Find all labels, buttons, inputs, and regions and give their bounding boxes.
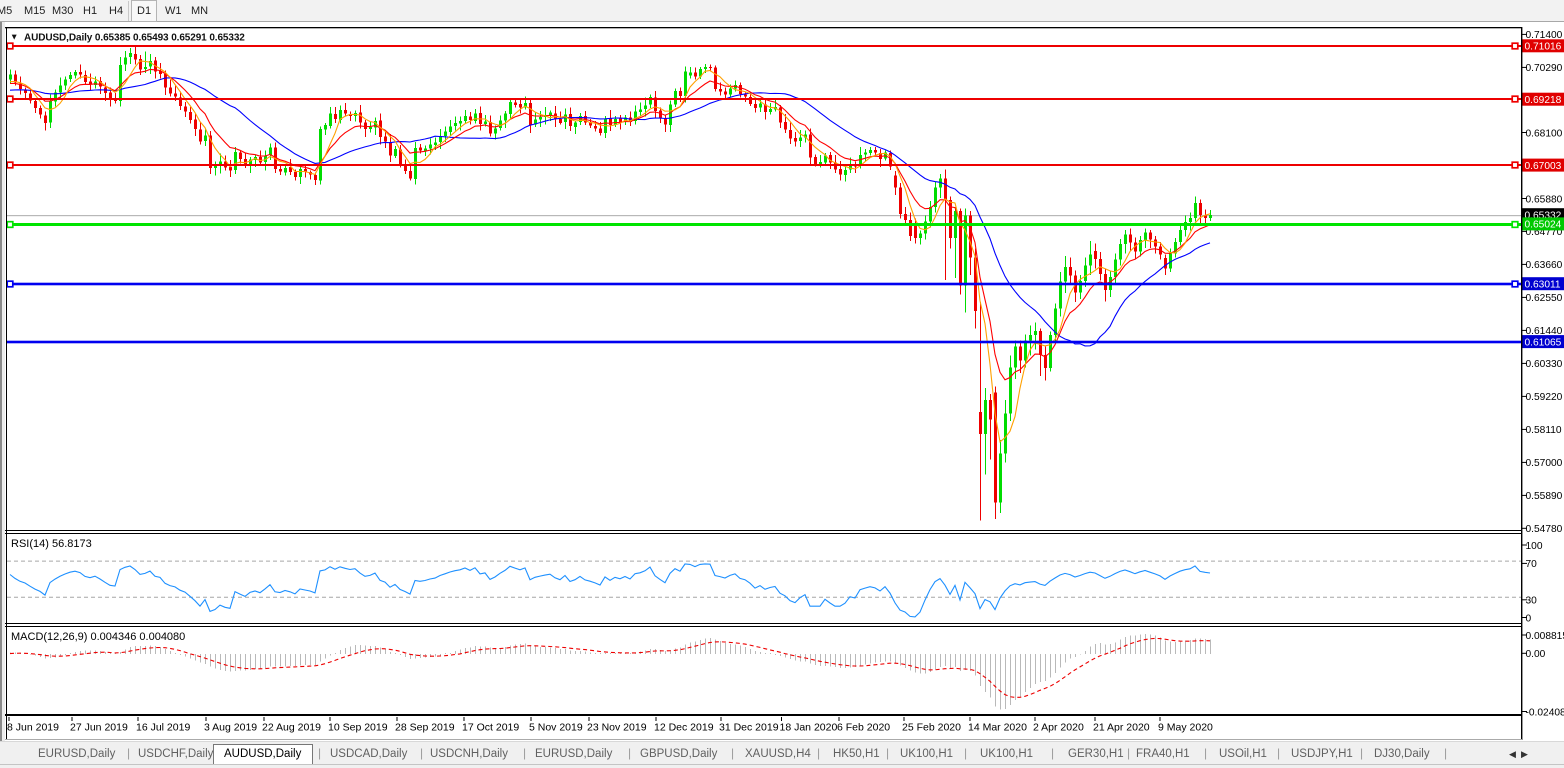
svg-text:0.68100: 0.68100 xyxy=(1526,128,1563,139)
svg-text:12 Dec 2019: 12 Dec 2019 xyxy=(654,722,714,734)
svg-text:0.65332: 0.65332 xyxy=(1525,211,1562,222)
svg-text:21 Apr 2020: 21 Apr 2020 xyxy=(1093,722,1150,734)
svg-text:28 Sep 2019: 28 Sep 2019 xyxy=(395,722,455,734)
svg-text:0.69218: 0.69218 xyxy=(1525,95,1562,106)
svg-text:0.60330: 0.60330 xyxy=(1526,359,1563,370)
svg-text:0: 0 xyxy=(1526,613,1532,624)
svg-text:0.008815: 0.008815 xyxy=(1526,631,1564,642)
svg-text:23 Nov 2019: 23 Nov 2019 xyxy=(587,722,647,734)
svg-text:6 Feb 2020: 6 Feb 2020 xyxy=(837,722,890,734)
svg-text:2 Apr 2020: 2 Apr 2020 xyxy=(1033,722,1084,734)
svg-text:8 Jun 2019: 8 Jun 2019 xyxy=(7,722,59,734)
svg-text:0.63011: 0.63011 xyxy=(1525,280,1561,291)
svg-text:0.64770: 0.64770 xyxy=(1526,227,1563,238)
svg-text:14 Mar 2020: 14 Mar 2020 xyxy=(968,722,1027,734)
svg-text:16 Jul 2019: 16 Jul 2019 xyxy=(136,722,190,734)
svg-text:0.58110: 0.58110 xyxy=(1526,425,1562,436)
svg-text:100: 100 xyxy=(1526,541,1543,552)
svg-text:MACD(12,26,9) 0.004346 0.00408: MACD(12,26,9) 0.004346 0.004080 xyxy=(11,631,185,643)
svg-text:AUDUSD,Daily 0.65385 0.65493: AUDUSD,Daily 0.65385 0.65493 0.65291 0.6… xyxy=(24,33,245,44)
svg-text:25 Feb 2020: 25 Feb 2020 xyxy=(902,722,961,734)
svg-text:9 May 2020: 9 May 2020 xyxy=(1158,722,1213,734)
svg-text:0.70290: 0.70290 xyxy=(1526,63,1563,74)
svg-text:27 Jun 2019: 27 Jun 2019 xyxy=(70,722,128,734)
svg-text:22 Aug 2019: 22 Aug 2019 xyxy=(262,722,321,734)
svg-text:0.65880: 0.65880 xyxy=(1526,194,1563,205)
svg-text:0.65024: 0.65024 xyxy=(1525,220,1562,231)
svg-text:10 Sep 2019: 10 Sep 2019 xyxy=(328,722,388,734)
svg-text:31 Dec 2019: 31 Dec 2019 xyxy=(719,722,779,734)
svg-text:0.55890: 0.55890 xyxy=(1526,491,1563,502)
svg-text:30: 30 xyxy=(1526,596,1538,607)
svg-text:17 Oct 2019: 17 Oct 2019 xyxy=(462,722,519,734)
svg-text:18 Jan 2020: 18 Jan 2020 xyxy=(780,722,838,734)
svg-text:0.61065: 0.61065 xyxy=(1525,337,1562,348)
svg-text:-0.024082: -0.024082 xyxy=(1526,707,1564,718)
svg-text:5 Nov 2019: 5 Nov 2019 xyxy=(529,722,583,734)
svg-text:0.71016: 0.71016 xyxy=(1525,42,1562,53)
svg-text:0.63660: 0.63660 xyxy=(1526,260,1563,271)
svg-text:3 Aug 2019: 3 Aug 2019 xyxy=(204,722,257,734)
svg-text:0.61440: 0.61440 xyxy=(1526,326,1563,337)
svg-text:▼: ▼ xyxy=(10,32,18,42)
svg-text:0.62550: 0.62550 xyxy=(1526,293,1563,304)
svg-text:RSI(14) 56.8173: RSI(14) 56.8173 xyxy=(11,538,92,550)
svg-text:0.67003: 0.67003 xyxy=(1525,161,1562,172)
svg-text:0.59220: 0.59220 xyxy=(1526,392,1563,403)
svg-text:0.00: 0.00 xyxy=(1526,649,1546,660)
svg-text:0.57000: 0.57000 xyxy=(1526,458,1563,469)
svg-text:0.54780: 0.54780 xyxy=(1526,524,1563,535)
svg-text:0.71400: 0.71400 xyxy=(1526,30,1563,41)
svg-text:70: 70 xyxy=(1526,559,1538,570)
